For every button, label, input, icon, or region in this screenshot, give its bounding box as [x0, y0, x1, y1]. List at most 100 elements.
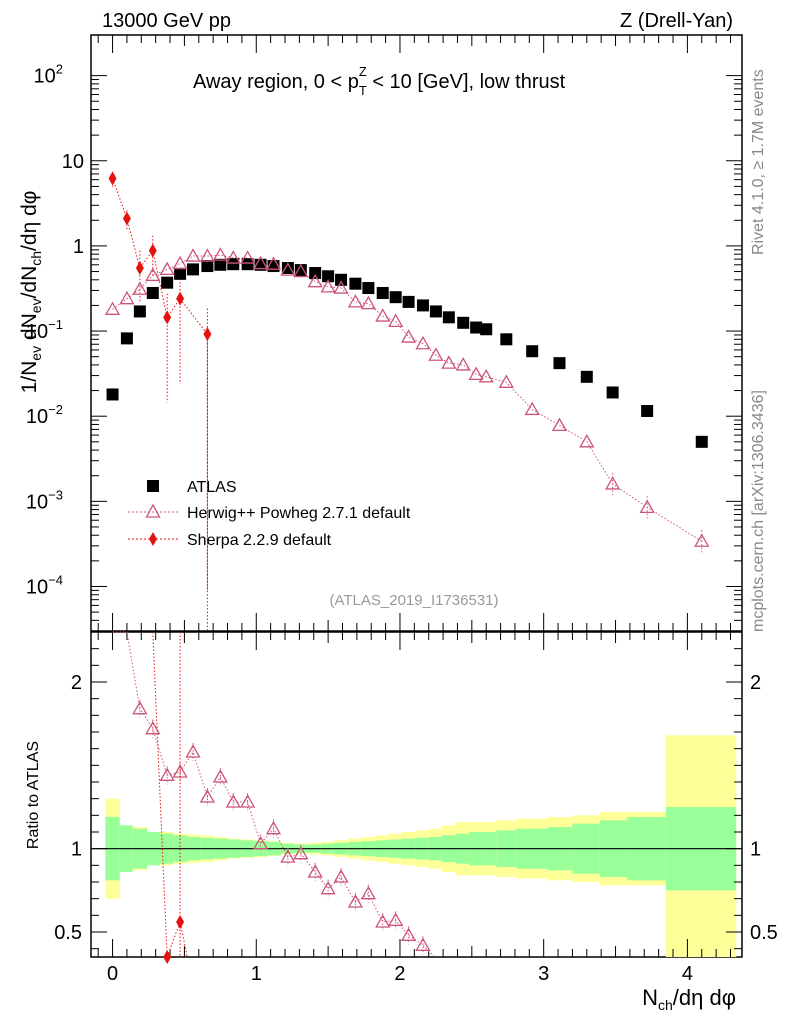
herwig-ratio-point — [280, 849, 296, 863]
herwig-point — [388, 313, 404, 328]
atlas-data-point — [349, 277, 362, 290]
mcplots-label: mcplots.cern.ch [arXiv:1306.3436] — [750, 390, 767, 632]
atlas-data-point — [429, 305, 442, 318]
legend-entry-sherpa: Sherpa 2.2.9 default — [128, 532, 332, 549]
atlas-data-point — [553, 357, 566, 370]
atlas-data-point — [106, 388, 119, 401]
atlas-data-point — [146, 286, 159, 299]
herwig-point — [428, 347, 444, 361]
atlas-data-point — [120, 332, 133, 345]
herwig-point — [579, 434, 595, 448]
main-plot-frame — [90, 34, 743, 632]
sherpa-point — [135, 261, 144, 276]
herwig-ratio-point — [212, 769, 228, 783]
legend-marker-atlas — [147, 480, 159, 492]
sherpa-point — [163, 310, 172, 325]
herwig-ratio-point — [145, 720, 161, 735]
herwig-point — [145, 267, 161, 282]
y-tick-label-main: 10−3 — [26, 487, 63, 513]
atlas-data-point — [241, 258, 254, 271]
herwig-ratio-point — [388, 912, 404, 926]
herwig-ratio-point — [375, 914, 391, 928]
header-energy: 13000 GeV pp — [102, 10, 231, 32]
x-axis-label: Nch/dη dφ — [642, 985, 736, 1013]
analysis-id-label: (ATLAS_2019_I1736531) — [329, 592, 498, 609]
herwig-point — [240, 250, 256, 264]
plot-frames — [90, 34, 743, 958]
atlas-data-point — [294, 264, 307, 277]
header-process: Z (Drell-Yan) — [620, 10, 733, 32]
sherpa-point — [148, 243, 157, 258]
herwig-point — [307, 273, 323, 288]
legend-marker-herwig — [145, 503, 161, 518]
y-tick-label-ratio-right: 2 — [750, 672, 761, 694]
herwig-point — [172, 255, 188, 270]
herwig-ratio-point — [132, 700, 148, 715]
y-axis-label-main: 1/Nev dNev/dNch/dη dφ — [18, 191, 44, 394]
herwig-point — [212, 247, 228, 261]
sherpa-point — [108, 171, 117, 186]
herwig-point — [455, 357, 471, 371]
atlas-data-point — [187, 263, 200, 276]
legend-label-herwig: Herwig++ Powheg 2.7.1 default — [187, 505, 411, 522]
herwig-ratio-point — [265, 820, 282, 835]
x-tick-label: 0 — [107, 963, 118, 985]
herwig-point — [293, 263, 309, 278]
y-tick-label-ratio: 2 — [71, 672, 82, 694]
atlas-data-point — [161, 276, 174, 289]
herwig-point — [400, 329, 417, 343]
legend-label-atlas: ATLAS — [187, 479, 237, 496]
herwig-point — [360, 295, 376, 310]
herwig-ratio-line — [112, 631, 435, 958]
herwig-point — [333, 280, 349, 294]
herwig-ratio-point — [240, 794, 256, 808]
herwig-point — [498, 374, 514, 388]
herwig-point — [639, 499, 655, 513]
legend-label-sherpa: Sherpa 2.2.9 default — [187, 532, 332, 549]
x-tick-label: 3 — [538, 963, 549, 985]
rivet-version-label: Rivet 4.1.0, ≥ 1.7M events — [750, 69, 767, 255]
sherpa-ratio-point — [163, 950, 172, 964]
y-tick-label-main: 10−1 — [26, 317, 63, 343]
atlas-data-point — [174, 267, 187, 280]
herwig-ratio-point — [415, 937, 431, 951]
atlas-data-point — [201, 260, 214, 273]
y-tick-label-ratio: 0.5 — [54, 922, 82, 944]
title-text-pre: Away region, 0 < p — [193, 71, 359, 93]
ratio-plot-frame — [90, 631, 743, 958]
legend: ATLAS Herwig++ Powheg 2.7.1 default Sher… — [128, 479, 411, 549]
atlas-data-point — [457, 316, 470, 329]
atlas-data-point — [335, 273, 348, 286]
herwig-point — [199, 248, 216, 262]
atlas-data-point — [695, 435, 708, 448]
herwig-ratio-point — [199, 789, 216, 803]
y-axis-label-ratio: Ratio to ATLAS — [25, 741, 42, 849]
legend-entry-herwig: Herwig++ Powheg 2.7.1 default — [128, 503, 411, 522]
atlas-data-point — [442, 311, 455, 324]
x-tick-label: 2 — [394, 963, 405, 985]
atlas-data-point — [402, 295, 415, 308]
atlas-data-point — [227, 258, 240, 271]
herwig-point — [185, 248, 201, 262]
y-tick-label-main: 10−2 — [26, 402, 63, 428]
herwig-point — [320, 279, 336, 293]
legend-entry-atlas: ATLAS — [147, 479, 237, 496]
herwig-point — [605, 476, 621, 490]
herwig-ratio-point — [293, 845, 309, 860]
atlas-data-point — [416, 299, 429, 312]
axis-ticks: 10−4 10−3 10−2 10−1 1 10 102 0 1 2 3 4 0.5 0.5 1 1 2 2 — [26, 35, 778, 985]
legend-marker-sherpa — [149, 532, 157, 546]
atlas-data-point — [500, 333, 513, 346]
herwig-point — [468, 366, 484, 381]
x-tick-label: 1 — [251, 963, 262, 985]
y-tick-label-ratio-right: 1 — [750, 839, 761, 861]
atlas-data-point — [389, 291, 402, 304]
title-text-post: < 10 [GeV], low thrust — [367, 71, 566, 93]
y-tick-label-main: 1 — [73, 236, 84, 258]
sherpa-ratio-line — [152, 631, 188, 958]
main-series-layer — [104, 171, 710, 631]
herwig-ratio-point — [225, 794, 241, 808]
herwig-point — [347, 294, 364, 308]
y-tick-label-ratio-right: 0.5 — [750, 922, 778, 944]
